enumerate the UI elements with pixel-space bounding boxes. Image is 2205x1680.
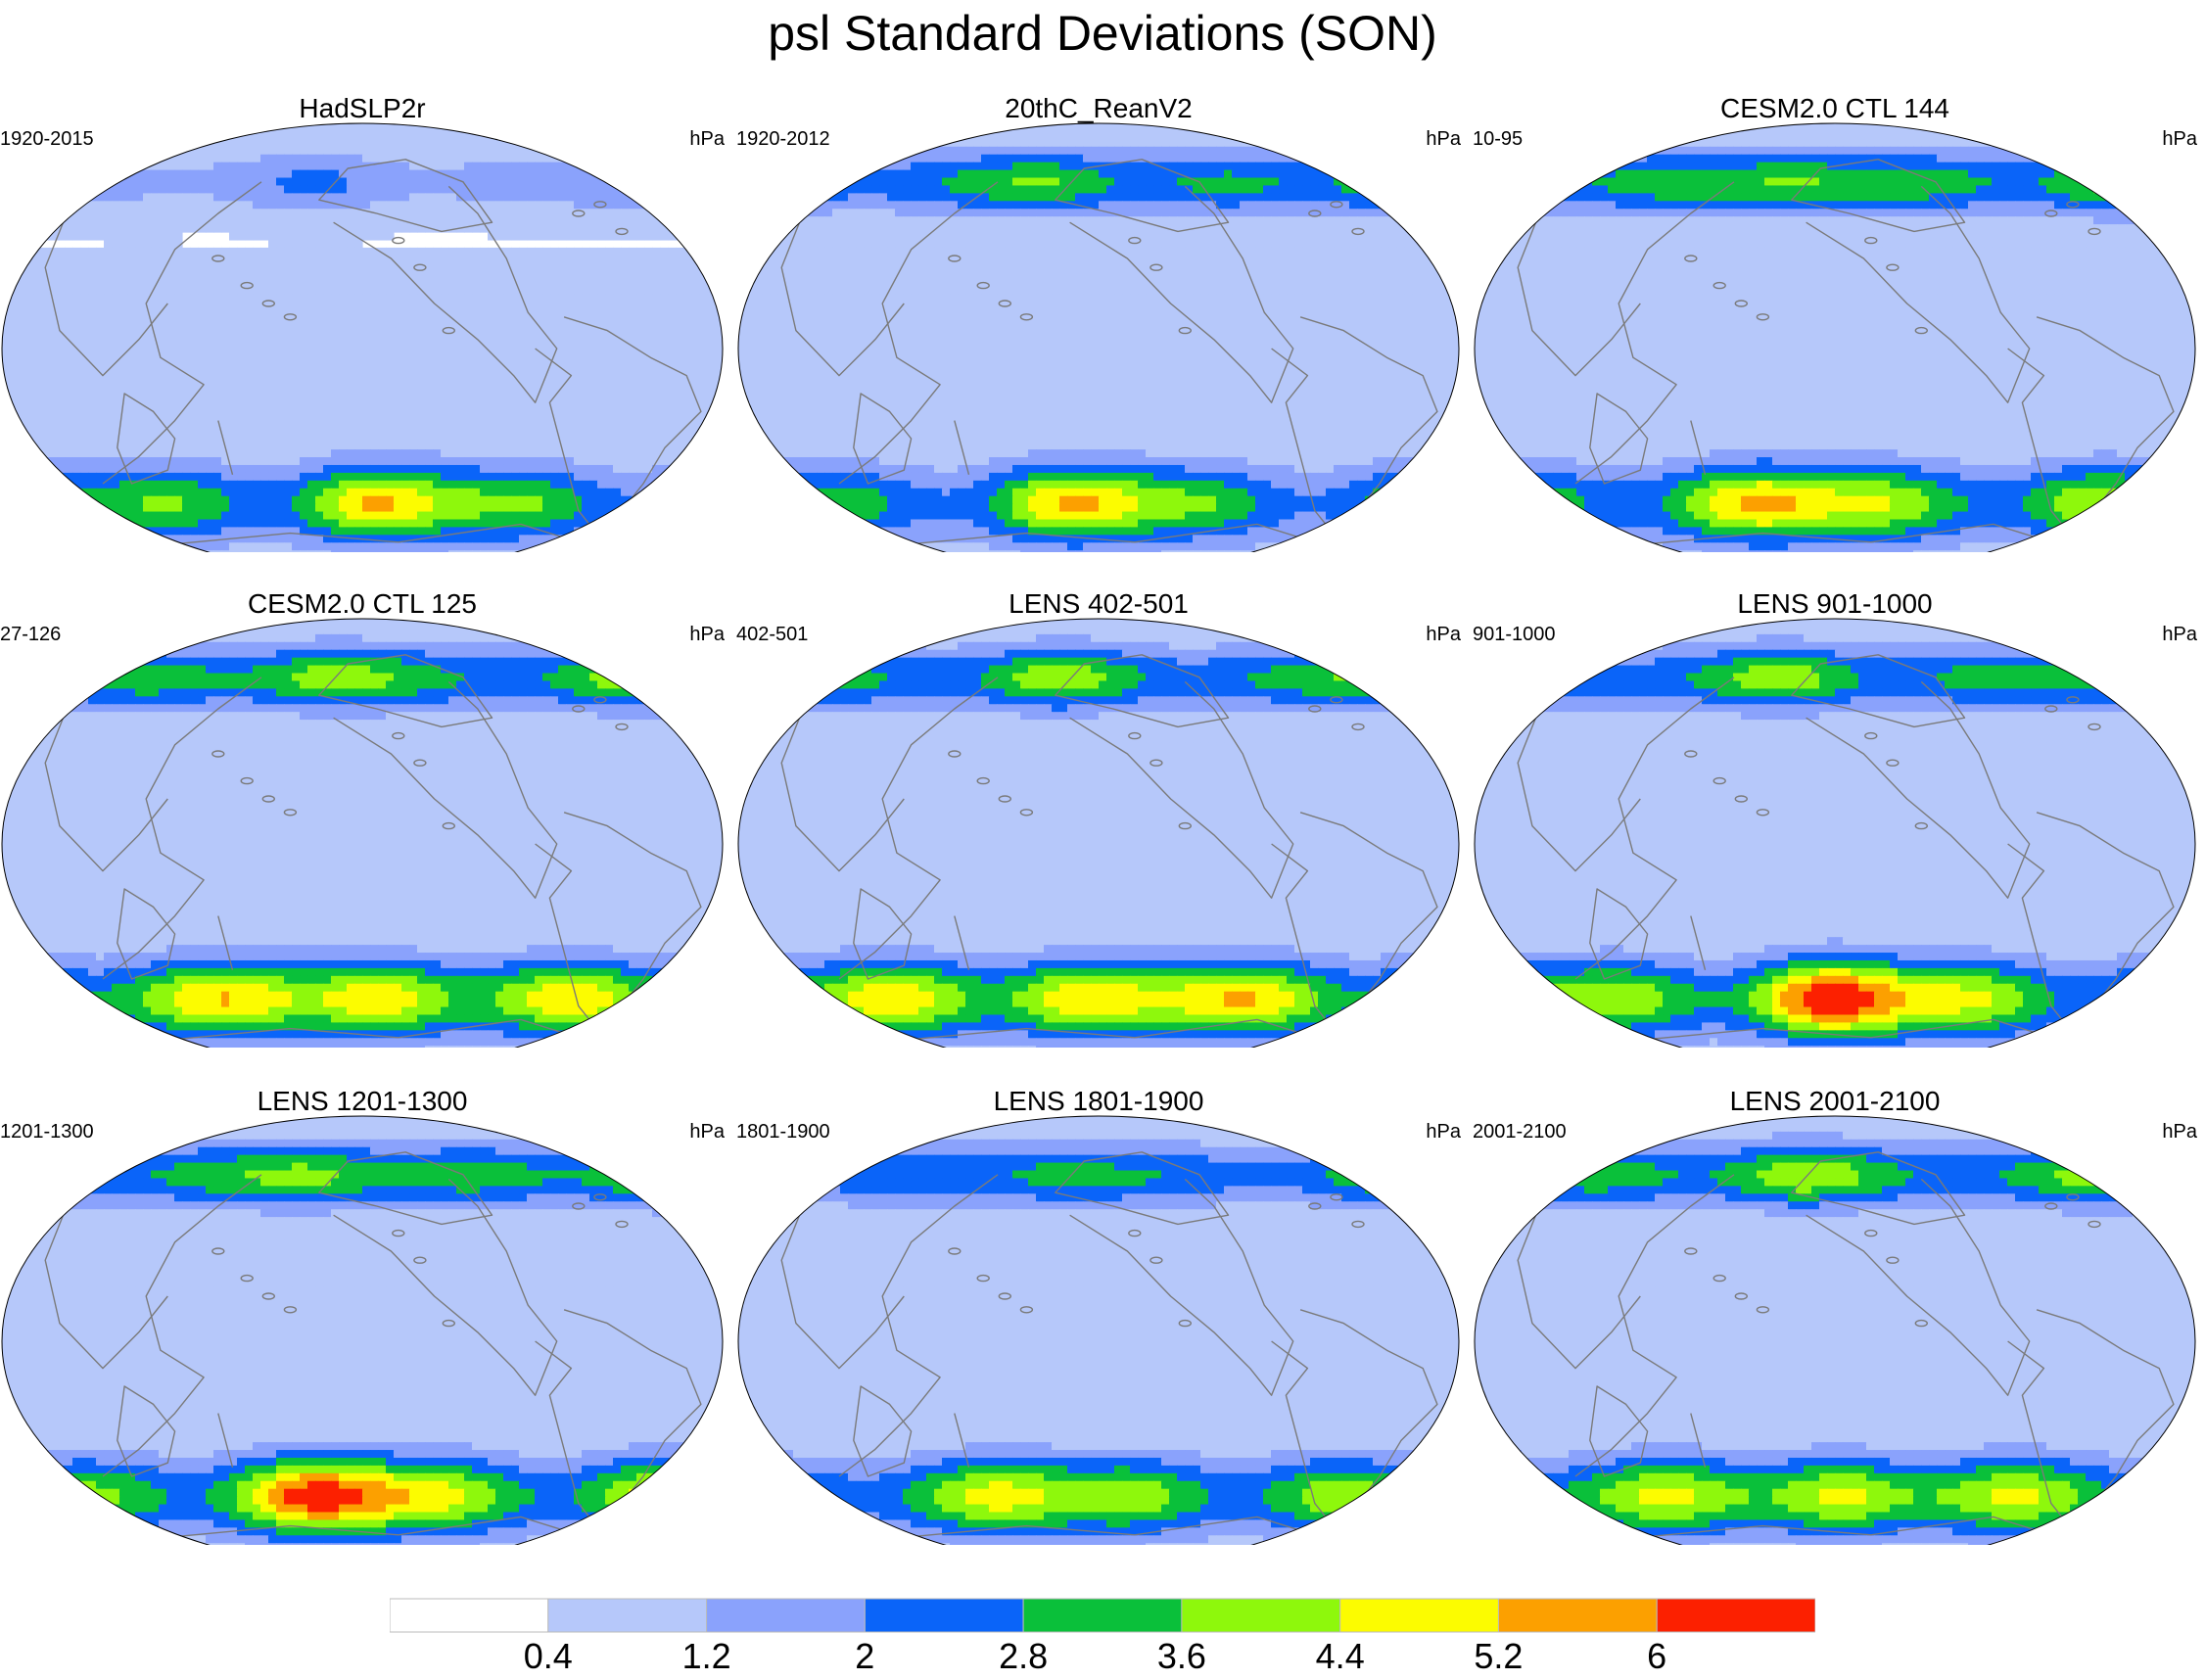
panel-period: 1201-1300 xyxy=(0,1120,94,1143)
panel-title: LENS 1201-1300 xyxy=(0,1085,725,1118)
colorbar-box xyxy=(865,1599,1023,1632)
panel-units: hPa xyxy=(1426,1120,1461,1143)
colorbar-box xyxy=(1182,1599,1340,1632)
panel-period: 402-501 xyxy=(736,623,808,646)
panel-title: CESM2.0 CTL 144 xyxy=(1473,92,2197,125)
colorbar: 0.4 1.2 2 2.8 3.6 4.4 5.2 6 xyxy=(390,1598,1815,1680)
panel-period: 901-1000 xyxy=(1473,623,1556,646)
panel-period: 2001-2100 xyxy=(1473,1120,1567,1143)
panel-title: HadSLP2r xyxy=(0,92,725,125)
panel-units: hPa xyxy=(2162,623,2197,646)
panel-period: 1920-2015 xyxy=(0,127,94,151)
colorbar-box xyxy=(548,1599,707,1632)
colorbar-tick-label: 2 xyxy=(855,1635,874,1678)
colorbar-box xyxy=(707,1599,866,1632)
panel-units: hPa xyxy=(1426,623,1461,646)
panel-units: hPa xyxy=(1426,127,1461,151)
map-plot xyxy=(736,92,1461,552)
map-plot xyxy=(1473,587,2197,1048)
panel-units: hPa xyxy=(689,1120,725,1143)
panel-period: 1801-1900 xyxy=(736,1120,830,1143)
map-plot xyxy=(0,587,725,1048)
colorbar-box xyxy=(1023,1599,1182,1632)
map-plot xyxy=(736,587,1461,1048)
colorbar-boxes xyxy=(390,1598,1815,1637)
colorbar-box xyxy=(390,1599,548,1632)
panel-units: hPa xyxy=(2162,127,2197,151)
panel-units: hPa xyxy=(2162,1120,2197,1143)
panel-period: 10-95 xyxy=(1473,127,1523,151)
panel-units: hPa xyxy=(689,127,725,151)
panel-title: 20thC_ReanV2 xyxy=(736,92,1461,125)
colorbar-box xyxy=(1498,1599,1657,1632)
panel-units: hPa xyxy=(689,623,725,646)
map-plot xyxy=(1473,1085,2197,1545)
map-plot xyxy=(1473,92,2197,552)
map-plot xyxy=(736,1085,1461,1545)
panel-title: LENS 2001-2100 xyxy=(1473,1085,2197,1118)
panel-title: LENS 1801-1900 xyxy=(736,1085,1461,1118)
colorbar-box xyxy=(1340,1599,1499,1632)
panel-title: CESM2.0 CTL 125 xyxy=(0,587,725,621)
map-plot xyxy=(0,92,725,552)
panel-period: 27-126 xyxy=(0,623,61,646)
panel-period: 1920-2012 xyxy=(736,127,830,151)
panel-title: LENS 402-501 xyxy=(736,587,1461,621)
colorbar-box xyxy=(1657,1599,1815,1632)
panel-title: LENS 901-1000 xyxy=(1473,587,2197,621)
map-plot xyxy=(0,1085,725,1545)
colorbar-tick-label: 6 xyxy=(1647,1635,1666,1678)
main-title: psl Standard Deviations (SON) xyxy=(0,2,2205,65)
colorbar-tick-label: 3.6 xyxy=(1157,1635,1206,1678)
colorbar-tick-label: 4.4 xyxy=(1316,1635,1365,1678)
colorbar-tick-label: 5.2 xyxy=(1474,1635,1523,1678)
colorbar-tick-label: 1.2 xyxy=(682,1635,731,1678)
colorbar-tick-label: 2.8 xyxy=(999,1635,1048,1678)
colorbar-tick-label: 0.4 xyxy=(524,1635,573,1678)
